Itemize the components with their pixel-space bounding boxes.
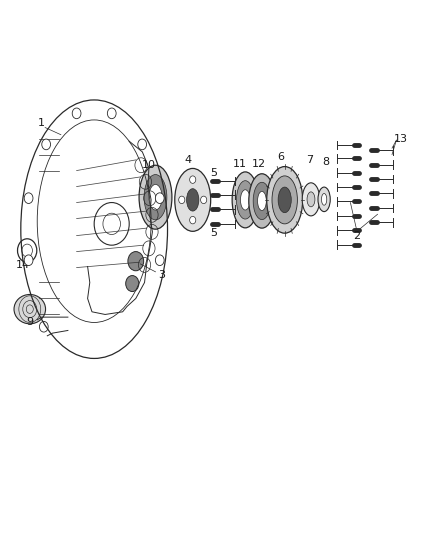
Circle shape: [138, 139, 147, 150]
Ellipse shape: [149, 184, 162, 210]
Circle shape: [72, 108, 81, 119]
Circle shape: [24, 255, 33, 265]
Circle shape: [201, 196, 207, 204]
Ellipse shape: [307, 192, 315, 207]
Circle shape: [190, 176, 196, 183]
Circle shape: [107, 108, 116, 119]
Ellipse shape: [240, 190, 250, 210]
Ellipse shape: [253, 182, 271, 220]
Text: 1: 1: [38, 118, 45, 127]
Text: 8: 8: [323, 157, 330, 167]
Circle shape: [24, 193, 33, 204]
Text: 5: 5: [210, 228, 217, 238]
Ellipse shape: [278, 187, 291, 213]
Text: 14: 14: [16, 260, 30, 270]
Text: 13: 13: [394, 134, 408, 143]
Text: 11: 11: [233, 159, 247, 169]
Text: 7: 7: [306, 155, 313, 165]
Ellipse shape: [272, 176, 297, 224]
Ellipse shape: [267, 166, 303, 233]
Ellipse shape: [249, 174, 275, 228]
Circle shape: [155, 193, 164, 204]
Circle shape: [42, 139, 50, 150]
Text: 5: 5: [210, 168, 217, 177]
Text: 3: 3: [159, 270, 166, 280]
Ellipse shape: [258, 191, 266, 211]
Ellipse shape: [187, 189, 199, 211]
Ellipse shape: [302, 183, 320, 216]
Text: 6: 6: [277, 152, 284, 161]
Ellipse shape: [318, 187, 330, 212]
Ellipse shape: [14, 294, 46, 324]
Text: 10: 10: [142, 160, 156, 170]
Ellipse shape: [321, 193, 327, 205]
Circle shape: [155, 255, 164, 265]
Circle shape: [128, 252, 144, 271]
Ellipse shape: [237, 181, 254, 219]
Circle shape: [190, 216, 196, 224]
Text: 9: 9: [26, 318, 33, 327]
Ellipse shape: [175, 168, 211, 231]
Text: 2: 2: [353, 231, 360, 240]
Text: 4: 4: [185, 155, 192, 165]
Ellipse shape: [144, 175, 167, 220]
Circle shape: [179, 196, 185, 204]
Text: 12: 12: [252, 159, 266, 168]
Circle shape: [126, 276, 139, 292]
Ellipse shape: [139, 165, 172, 229]
Ellipse shape: [232, 172, 258, 228]
